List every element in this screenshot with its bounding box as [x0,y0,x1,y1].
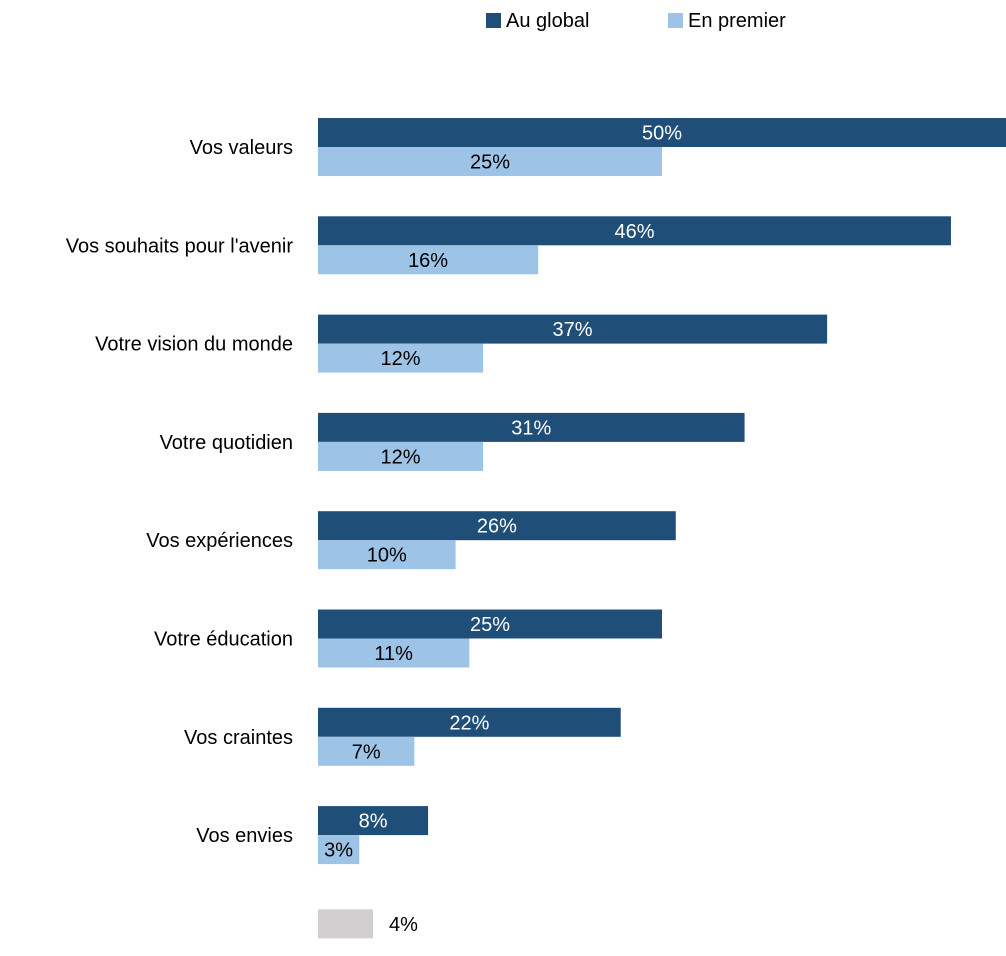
category-label: Votre vision du monde [95,334,293,356]
category-label: Vos expériences [146,530,293,552]
legend-label-1: Au global [506,10,589,32]
bar-en-premier [318,736,415,766]
data-label-en-premier: 25% [470,152,510,174]
bar-au-global [318,511,676,541]
bar-au-global [318,314,828,344]
data-label-en-premier: 11% [374,643,413,665]
data-label-en-premier: 3% [324,840,353,862]
data-label-en-premier: 16% [408,250,448,272]
category-label: Vos souhaits pour l'avenir [66,235,294,257]
category-label: Vos craintes [184,727,293,749]
bar-en-premier [318,540,456,570]
bar-au-global [318,609,662,639]
data-label-au-global: 50% [642,123,682,145]
data-label-non-reponse: 4% [389,914,418,936]
bar-au-global [318,412,745,442]
bar-au-global [318,707,621,737]
data-label-au-global: 25% [470,614,510,636]
bar-en-premier [318,343,484,373]
data-label-en-premier: 12% [381,446,421,468]
data-label-en-premier: 12% [381,348,421,370]
legend-swatch-1 [486,13,501,28]
data-label-au-global: 37% [553,319,593,341]
bar-en-premier [318,441,484,471]
data-label-au-global: 46% [614,221,654,243]
data-label-au-global: 22% [449,712,489,734]
category-label: Votre éducation [154,629,293,651]
category-label: Vos valeurs [190,137,293,159]
bar-en-premier [318,147,662,176]
bar-en-premier [318,638,470,668]
category-label: Vos envies [196,825,293,847]
data-label-au-global: 31% [511,417,551,439]
bar-en-premier [318,835,360,865]
category-label: Votre quotidien [160,432,293,454]
bar-au-global [318,118,1006,147]
data-label-en-premier: 7% [352,741,381,763]
bar-en-premier [318,245,539,275]
bar-au-global [318,216,951,246]
legend-swatch-2 [668,13,683,28]
data-label-au-global: 26% [477,516,517,538]
data-label-au-global: 8% [359,811,388,833]
bar-non-reponse [318,909,373,939]
bar-au-global [318,806,429,836]
data-label-en-premier: 10% [367,545,407,567]
legend-label-2: En premier [688,10,786,32]
